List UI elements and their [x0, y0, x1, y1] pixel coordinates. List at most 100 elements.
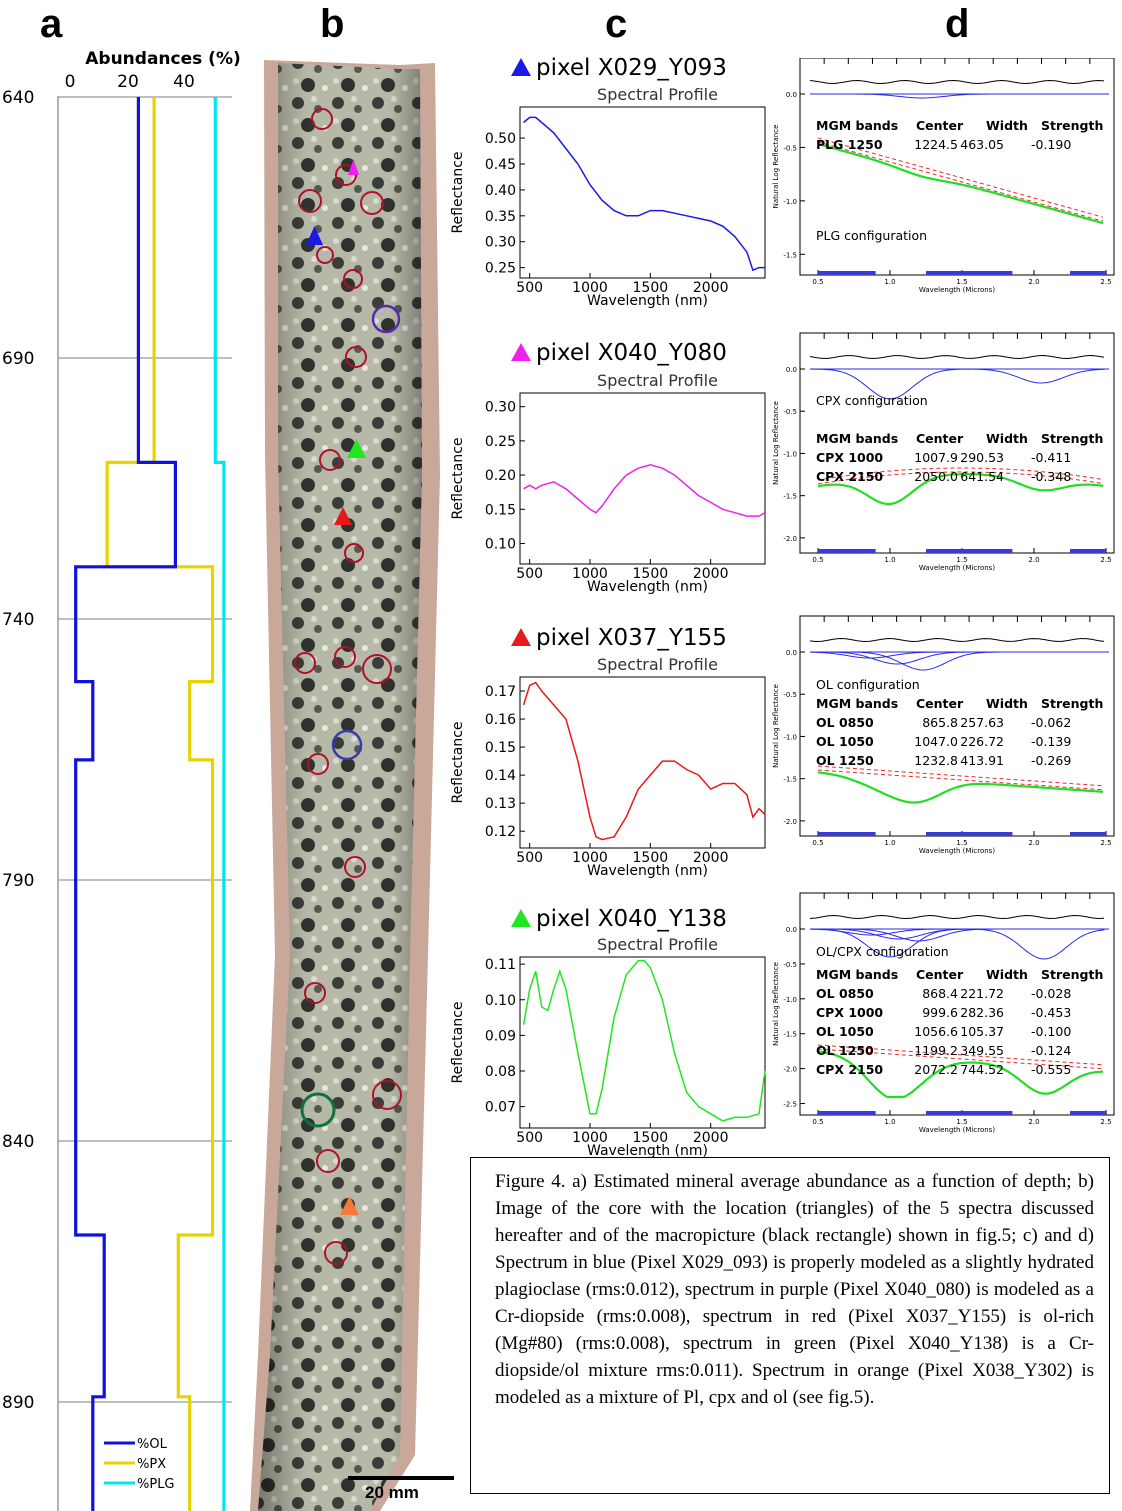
x-axis-label: Wavelength (nm) [587, 863, 708, 879]
panel-label-c: c [605, 2, 628, 46]
y-tick-label: 0.14 [485, 768, 516, 784]
mgm-band-name: OL 1050 [816, 734, 874, 749]
x-tick-label: 1500 [633, 280, 669, 296]
mgm-x-tick-label: 2.5 [1100, 278, 1111, 286]
mgm-strength: -0.100 [1031, 1024, 1071, 1039]
mgm-window-bar [1070, 271, 1106, 275]
mgm-y-tick-label: -1.5 [783, 493, 797, 501]
mgm-table-header: Width [986, 967, 1028, 982]
spectrum-panel: Spectral Profile 0.50 0.45 0.40 0.35 0.30 0.25… [450, 85, 766, 309]
mgm-width: 744.52 [960, 1062, 1004, 1077]
mgm-center: 1224.5 [914, 137, 958, 152]
mgm-y-tick-label: -2.0 [783, 1066, 797, 1074]
mgm-strength: -0.411 [1031, 450, 1071, 465]
mgm-y-tick-label: -0.5 [783, 961, 797, 969]
mgm-strength: -0.028 [1031, 986, 1071, 1001]
marker-magenta [348, 159, 359, 175]
mgm-config-label: CPX configuration [816, 393, 928, 408]
mgm-y-tick-label: -1.5 [783, 776, 797, 784]
mgm-width: 641.54 [960, 469, 1004, 484]
spectrum-panel: Spectral Profile 0.17 0.16 0.15 0.14 0.13 0.12… [450, 655, 766, 879]
plot-frame [519, 956, 766, 1129]
mgm-strength: -0.124 [1031, 1043, 1071, 1058]
mgm-y-tick-label: -0.5 [783, 408, 797, 416]
mgm-window-bar [926, 832, 1013, 836]
y-tick-label: 0.13 [485, 796, 516, 812]
mgm-band [810, 928, 1105, 960]
y-tick-label: 0.10 [485, 536, 516, 552]
mgm-y-tick-label: 0.0 [786, 91, 797, 99]
mgm-x-tick-label: 1.0 [884, 1118, 895, 1126]
mgm-y-tick-label: -1.0 [783, 733, 797, 741]
legend-ol: %OL [137, 1437, 168, 1452]
panel-label-a: a [40, 2, 63, 46]
mgm-band-name: OL 1250 [816, 1043, 874, 1058]
mgm-strength: -0.062 [1031, 715, 1071, 730]
y-tick-label: 0.08 [485, 1064, 516, 1080]
x-tick-label: 2000 [693, 280, 729, 296]
mgm-residual [809, 79, 1105, 85]
x-tick-label: 500 [516, 280, 543, 296]
abundance-legend: %OL %PX %PLG [104, 1437, 175, 1492]
mgm-band-name: CPX 1000 [816, 450, 883, 465]
mgm-width: 349.55 [960, 1043, 1004, 1058]
spectrum-title-text: pixel X029_Y093 [536, 55, 727, 81]
spectral-profile-title: Spectral Profile [597, 371, 718, 390]
mgm-continuum [817, 1044, 1104, 1066]
y-tick-label: 0.45 [485, 157, 516, 173]
mgm-band [810, 651, 1105, 671]
mgm-window-bar [926, 549, 1013, 553]
mgm-width: 221.72 [960, 986, 1004, 1001]
mgm-residual [809, 914, 1105, 920]
mgm-center: 1199.2 [914, 1043, 958, 1058]
mgm-band-name: PLG 1250 [816, 137, 883, 152]
y-tick-label: 0.25 [485, 261, 516, 277]
spectrum-line [522, 959, 766, 1122]
x-tick-label: 500 [516, 850, 543, 866]
mgm-band-name: OL 1250 [816, 753, 874, 768]
mgm-band-name: CPX 1000 [816, 1005, 883, 1020]
mgm-x-tick-label: 2.0 [1028, 1118, 1039, 1126]
mgm-window-bar [818, 271, 876, 275]
mgm-config-label: OL/CPX configuration [816, 944, 949, 959]
mgm-y-tick-label: 0.0 [786, 649, 797, 657]
spectrum-line [522, 681, 766, 841]
marker-orange [340, 1196, 359, 1215]
mgm-x-tick-label: 2.0 [1028, 556, 1039, 564]
mgm-strength: -0.269 [1031, 753, 1071, 768]
depth-tick-label: 840 [2, 1132, 34, 1152]
mgm-center: 1007.9 [914, 450, 958, 465]
x-tick-label: 1000 [572, 1130, 608, 1146]
mgm-y-tick-label: -2.5 [783, 1101, 797, 1109]
mgm-x-tick-label: 2.0 [1028, 278, 1039, 286]
y-tick-label: 0.35 [485, 209, 516, 225]
mgm-strength: -0.190 [1031, 137, 1071, 152]
mgm-x-tick-label: 0.5 [812, 278, 823, 286]
mgm-table-header: MGM bands [816, 696, 898, 711]
legend-px: %PX [137, 1457, 166, 1472]
mgm-y-tick-label: -1.5 [783, 1031, 797, 1039]
mgm-fit [817, 1050, 1104, 1099]
mgm-x-tick-label: 2.0 [1028, 839, 1039, 847]
mgm-table-header: Strength [1041, 118, 1103, 133]
mgm-table-header: Strength [1041, 431, 1103, 446]
y-tick-label: 0.07 [485, 1100, 516, 1116]
spectrum-line [523, 464, 766, 517]
mgm-y-tick-label: 0.0 [786, 926, 797, 934]
x-tick-label: 2000 [693, 850, 729, 866]
mgm-window-bar [1070, 549, 1106, 553]
abundance-title: Abundances (%) [85, 49, 241, 69]
plot-frame [519, 106, 766, 279]
mgm-center: 1047.0 [914, 734, 958, 749]
mgm-continuum [817, 467, 1104, 481]
x-tick-label: 1500 [633, 850, 669, 866]
x-axis-label: Wavelength (nm) [587, 293, 708, 309]
y-tick-label: 0.10 [485, 993, 516, 1009]
y-axis-label: Reflectance [450, 437, 466, 519]
mgm-x-tick-label: 1.5 [956, 278, 967, 286]
y-tick-label: 0.30 [485, 235, 516, 251]
mgm-width: 226.72 [960, 734, 1004, 749]
mgm-center: 2072.2 [914, 1062, 958, 1077]
spectral-profiles: Spectral Profile 0.50 0.45 0.40 0.35 0.30 0.25… [450, 85, 766, 1159]
